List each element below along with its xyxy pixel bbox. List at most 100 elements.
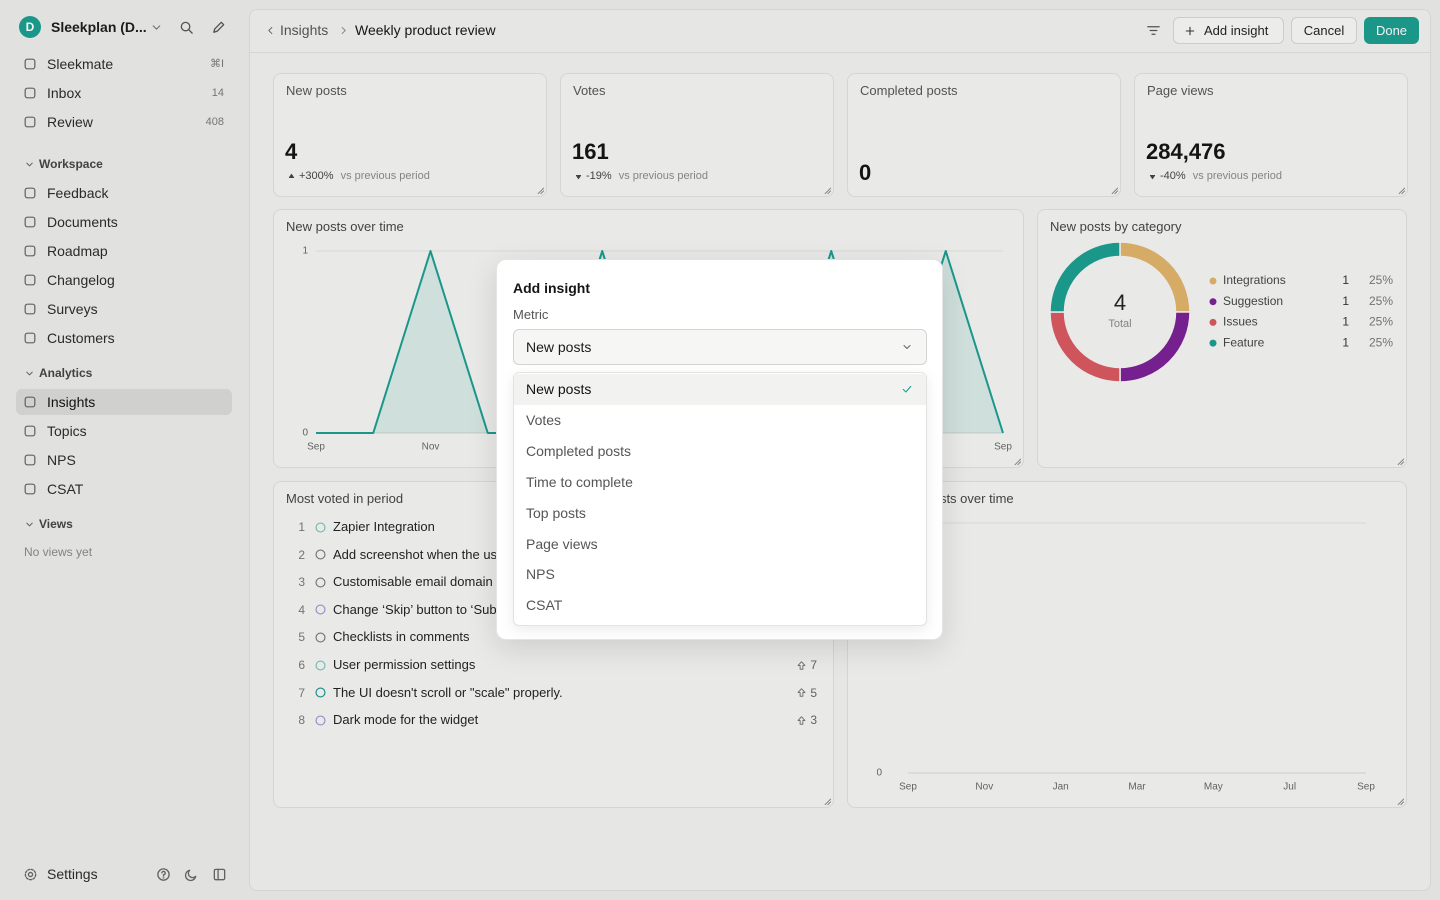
page-title: Weekly product review bbox=[355, 22, 496, 38]
nav-item[interactable]: NPS bbox=[47, 452, 76, 468]
rank: 6 bbox=[298, 658, 305, 672]
status-icon bbox=[314, 577, 326, 588]
nav-item[interactable]: Changelog bbox=[47, 272, 115, 288]
vote-count: 5 bbox=[810, 685, 817, 700]
nav-item[interactable]: CSAT bbox=[47, 481, 84, 497]
status-icon bbox=[314, 632, 326, 643]
stat-label: Votes bbox=[573, 83, 606, 98]
post-title[interactable]: Add screenshot when the us bbox=[333, 546, 498, 562]
icon-part bbox=[797, 715, 805, 725]
icon-part bbox=[314, 659, 326, 671]
metric-select[interactable] bbox=[513, 329, 927, 365]
nav-icon bbox=[24, 454, 36, 466]
workspace-avatar[interactable]: D bbox=[19, 16, 41, 38]
dropdown-option[interactable]: Page views bbox=[526, 535, 598, 552]
nav-item[interactable]: Insights bbox=[47, 394, 96, 410]
list-title: Most voted in period bbox=[286, 491, 404, 506]
stat-value: 284,476 bbox=[1146, 139, 1226, 164]
rank: 2 bbox=[298, 547, 305, 562]
section-title[interactable]: Views bbox=[39, 517, 73, 531]
workspace-name[interactable]: Sleekplan (D... bbox=[51, 19, 147, 35]
stat-value: 0 bbox=[859, 160, 872, 185]
icon-part bbox=[162, 876, 164, 879]
post-title[interactable]: Dark mode for the widget bbox=[333, 712, 479, 728]
nav-icon bbox=[24, 425, 36, 437]
nav-item[interactable]: Roadmap bbox=[47, 243, 108, 259]
nav-item[interactable]: Feedback bbox=[47, 185, 109, 201]
theme-icon bbox=[184, 869, 196, 881]
nav-icon bbox=[24, 187, 36, 199]
stat-card bbox=[847, 73, 1121, 197]
icon-part bbox=[24, 332, 36, 344]
nav-item[interactable]: Surveys bbox=[47, 301, 98, 317]
icon-part bbox=[24, 425, 36, 437]
resize-handle bbox=[1397, 458, 1404, 465]
dropdown-menu bbox=[513, 372, 927, 626]
icon-part bbox=[184, 869, 196, 881]
dropdown-option[interactable]: New posts bbox=[526, 381, 592, 397]
dropdown-option[interactable]: Time to complete bbox=[526, 473, 633, 490]
icon-part bbox=[1111, 187, 1118, 194]
dropdown-option[interactable]: Votes bbox=[526, 411, 562, 428]
icon-part bbox=[903, 344, 911, 350]
breadcrumb[interactable]: Insights bbox=[280, 22, 329, 38]
icon-part bbox=[24, 483, 36, 495]
status-icon bbox=[314, 521, 326, 533]
stat-compare: vs previous period bbox=[1192, 170, 1282, 182]
nav-item[interactable]: Review bbox=[47, 114, 93, 130]
cancel-button[interactable] bbox=[1291, 17, 1357, 44]
dropdown-option[interactable]: NPS bbox=[526, 566, 555, 583]
nav-item[interactable]: Customers bbox=[47, 330, 115, 346]
post-title[interactable]: The UI doesn't scroll or "scale" properl… bbox=[333, 684, 563, 700]
done-button[interactable] bbox=[1364, 17, 1419, 44]
nav-icon bbox=[24, 274, 36, 286]
section-title[interactable]: Workspace bbox=[39, 157, 103, 171]
stat-change: +300% bbox=[299, 170, 334, 182]
icon-part bbox=[187, 28, 193, 34]
chart-title: New posts over time bbox=[286, 219, 404, 234]
icon-part bbox=[24, 216, 36, 228]
icon-part bbox=[314, 687, 326, 698]
icon-part bbox=[797, 688, 805, 697]
post-title[interactable]: Zapier Integration bbox=[333, 519, 435, 534]
icon-part bbox=[24, 245, 36, 257]
header-divider bbox=[250, 52, 1430, 53]
icon-part bbox=[24, 187, 36, 199]
breadcrumb-sep bbox=[341, 26, 346, 34]
stat-value: 4 bbox=[285, 139, 298, 164]
icon-part bbox=[824, 187, 831, 194]
trend-arrow bbox=[1149, 174, 1155, 179]
icon-part bbox=[288, 173, 294, 178]
icon-part bbox=[213, 868, 225, 880]
nav-icon bbox=[24, 58, 36, 70]
nav-item[interactable]: Inbox bbox=[47, 85, 82, 101]
section-title[interactable]: Analytics bbox=[39, 366, 93, 380]
field-label: Metric bbox=[513, 307, 549, 322]
select-value: New posts bbox=[526, 339, 592, 355]
icon-part bbox=[341, 26, 346, 34]
dropdown-option[interactable]: Top posts bbox=[526, 504, 586, 521]
icon-part bbox=[25, 162, 33, 166]
nav-icon bbox=[24, 87, 36, 99]
icon-part bbox=[25, 371, 33, 375]
settings-link[interactable]: Settings bbox=[47, 866, 98, 882]
icon-part bbox=[24, 868, 36, 880]
nav-item[interactable]: Sleekmate bbox=[47, 56, 114, 72]
dropdown-option[interactable]: CSAT bbox=[526, 597, 563, 614]
stat-value: 161 bbox=[572, 139, 609, 164]
resize-handle bbox=[1398, 187, 1405, 194]
add-insight-button[interactable] bbox=[1173, 17, 1284, 44]
post-title[interactable]: Customisable email domain bbox=[333, 574, 493, 590]
workspace-chevron bbox=[152, 24, 160, 30]
rank: 3 bbox=[298, 575, 305, 590]
icon-part bbox=[1397, 798, 1404, 805]
post-title[interactable]: Checklists in comments bbox=[333, 629, 470, 645]
rank: 8 bbox=[298, 713, 305, 728]
post-title[interactable]: Change ‘Skip’ button to ‘Sub bbox=[333, 601, 497, 617]
post-title[interactable]: User permission settings bbox=[333, 657, 476, 672]
dropdown-option[interactable]: Completed posts bbox=[526, 442, 632, 459]
icon-part bbox=[24, 58, 36, 70]
nav-item[interactable]: Topics bbox=[47, 423, 87, 439]
nav-item[interactable]: Documents bbox=[47, 214, 118, 230]
